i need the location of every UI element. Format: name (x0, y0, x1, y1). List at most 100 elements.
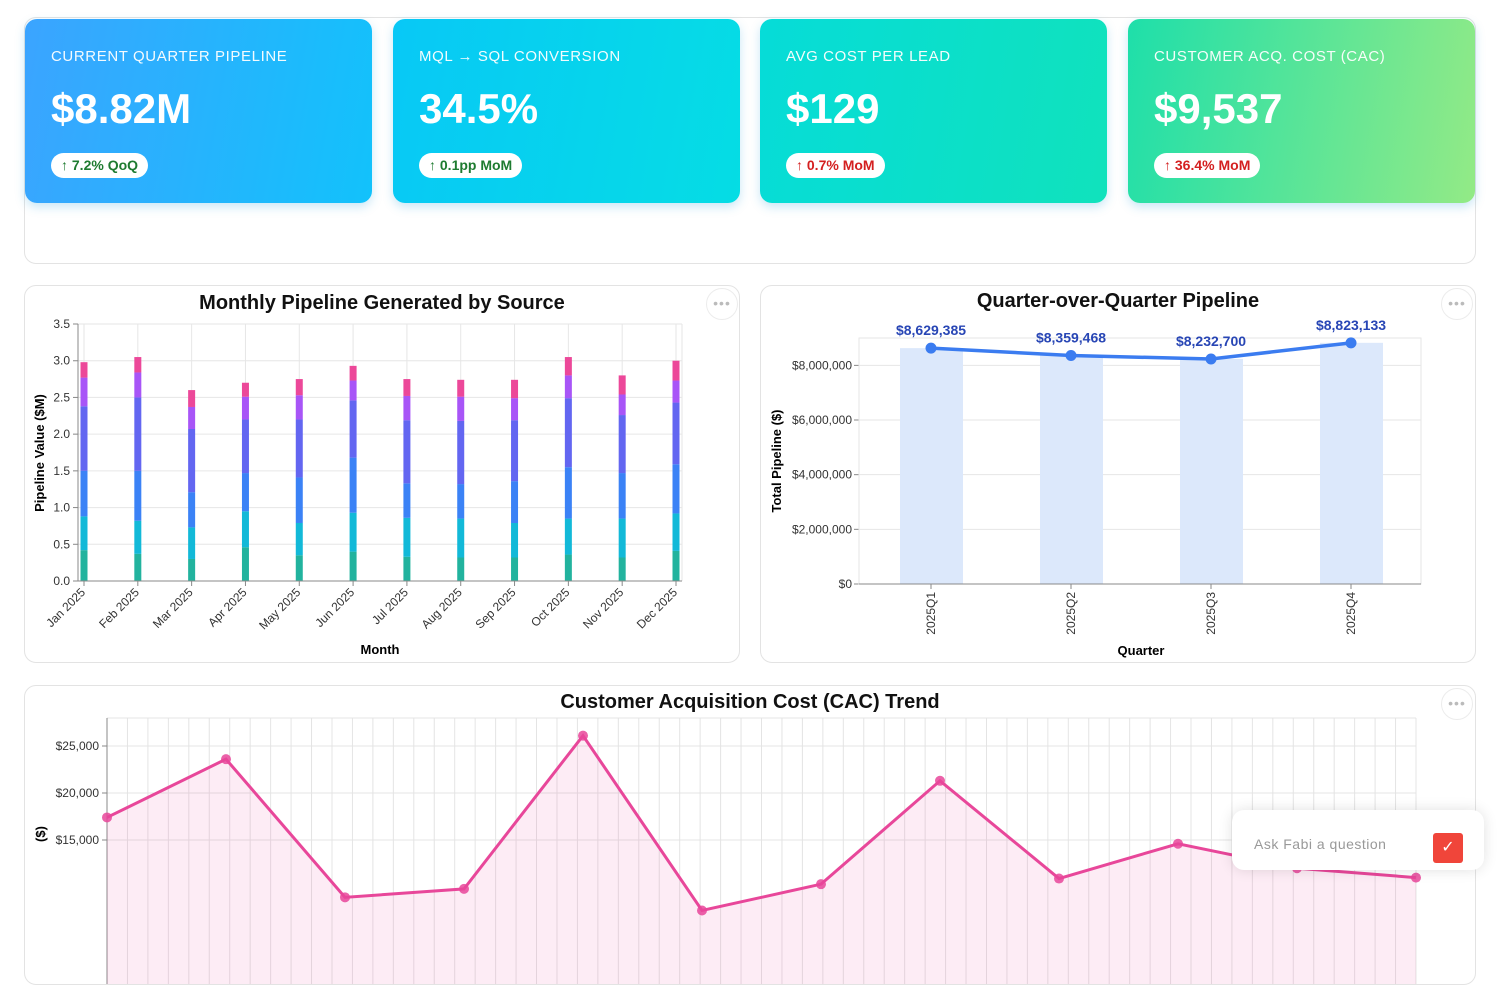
bar-segment (241, 473, 249, 512)
bar-segment (295, 522, 303, 556)
bar-segment (511, 522, 519, 558)
bar-segment (403, 395, 411, 421)
bar-segment (564, 357, 572, 376)
y-tick-label: 0.0 (53, 574, 70, 588)
bar-segment (188, 429, 196, 493)
kpi-section (24, 17, 1476, 264)
y-tick-label: 2.0 (53, 427, 70, 441)
bar-segment (349, 380, 357, 401)
y-axis-title: Total Pipeline ($) (769, 409, 784, 512)
bar-segment (618, 557, 626, 581)
x-tick-label: May 2025 (256, 585, 303, 632)
x-tick-label: Jun 2025 (312, 585, 357, 630)
bar-segment (564, 467, 572, 519)
kpi-card: CUSTOMER ACQ. COST (CAC) $9,537 ↑ 36.4% … (1128, 19, 1475, 203)
bar-segment (511, 398, 519, 421)
bar-segment (618, 375, 626, 395)
bar-segment (80, 470, 88, 517)
data-point (1205, 353, 1217, 365)
bar-segment (564, 518, 572, 555)
bar-segment (511, 379, 519, 399)
monthly-pipeline-chart: 0.0 0.5 1.0 1.5 2.0 2.5 3.0 3.5 Jan 2025 Feb 2025… (32, 317, 683, 657)
y-tick-label: 1.5 (53, 464, 70, 478)
bar-segment (672, 513, 680, 551)
data-point (1065, 350, 1077, 362)
x-tick-label: Jan 2025 (43, 585, 88, 630)
x-tick-label: 2025Q3 (1204, 592, 1218, 635)
x-tick-label: 2025Q2 (1064, 592, 1078, 635)
bar-segment (672, 550, 680, 581)
data-point (459, 883, 469, 894)
bar-segment (457, 484, 465, 519)
bar-segment (188, 390, 196, 407)
x-tick-label: Apr 2025 (205, 585, 250, 630)
more-menu-button[interactable]: ••• (706, 288, 738, 320)
x-tick-label: Feb 2025 (96, 585, 142, 631)
more-menu-button[interactable]: ••• (1441, 288, 1473, 320)
bar-segment (241, 382, 249, 397)
bar-segment (134, 372, 142, 398)
y-tick-label: $20,000 (56, 786, 100, 800)
bar-segment (349, 400, 357, 458)
bar (1040, 355, 1103, 584)
kpi-value: $9,537 (1154, 85, 1283, 132)
kpi-card: AVG COST PER LEAD $129 ↑ 0.7% MoM (760, 19, 1107, 203)
bar-segment (618, 473, 626, 519)
x-tick-label: Aug 2025 (419, 585, 465, 631)
chat-input[interactable]: Ask Fabi a question (1254, 836, 1387, 852)
bar-segment (403, 379, 411, 396)
x-tick-label: Dec 2025 (634, 585, 680, 631)
bar-segment (349, 457, 357, 513)
bar-segment (188, 527, 196, 559)
more-menu-button[interactable]: ••• (1441, 688, 1473, 720)
bar-segment (295, 477, 303, 523)
bar-segment (403, 420, 411, 484)
bar-segment (349, 551, 357, 581)
y-axis-title: Pipeline Value ($M) (32, 394, 47, 512)
send-icon[interactable]: ✓ (1433, 833, 1463, 863)
kpi-value: $8.82M (51, 85, 192, 132)
bar-segment (80, 516, 88, 551)
data-point (1411, 872, 1421, 883)
bar-segment (403, 483, 411, 518)
data-point (1054, 873, 1064, 884)
kpi-change-badge: ↑ 7.2% QoQ (51, 153, 149, 178)
data-label: $8,359,468 (1036, 330, 1106, 346)
bar-segment (672, 402, 680, 465)
y-tick-label: $25,000 (56, 739, 100, 753)
y-tick-label: 0.5 (53, 537, 70, 551)
bar-segment (134, 553, 142, 581)
qoq-pipeline-chart: $0 $2,000,000 $4,000,000 $6,000,000 $8,000,0… (769, 317, 1422, 658)
bar-segment (80, 406, 88, 471)
qoq-pipeline-panel: Quarter-over-Quarter Pipeline ••• $0 $2,0… (760, 285, 1476, 663)
bar-segment (672, 360, 680, 381)
data-point (340, 892, 350, 903)
chart-title: Quarter-over-Quarter Pipeline (976, 290, 1260, 312)
bar-segment (457, 396, 465, 421)
bar-segment (672, 464, 680, 514)
monthly-pipeline-panel: Monthly Pipeline Generated by Source •••… (24, 285, 740, 663)
data-point (1345, 337, 1357, 349)
bar-segment (457, 518, 465, 558)
bar (1180, 358, 1243, 584)
kpi-change-badge: ↑ 36.4% MoM (1154, 153, 1261, 178)
x-axis-title: Quarter (1118, 643, 1165, 658)
data-point (925, 342, 937, 354)
bar-segment (295, 555, 303, 581)
bar-segment (511, 420, 519, 482)
data-label: $8,232,700 (1176, 333, 1246, 349)
bar-segment (457, 420, 465, 485)
data-point (578, 730, 588, 741)
kpi-title: MQL → SQL CONVERSION (419, 48, 621, 65)
y-tick-label: 3.0 (53, 354, 70, 368)
line-series (930, 341, 1352, 361)
chart-title: Customer Acquisition Cost (CAC) Trend (560, 691, 940, 713)
y-tick-label: $6,000,000 (792, 413, 852, 427)
bar-segment (564, 375, 572, 399)
kpi-card: MQL → SQL CONVERSION 34.5% ↑ 0.1pp MoM (393, 19, 740, 203)
bar-segment (295, 419, 303, 478)
bar-segment (241, 419, 249, 474)
y-tick-label: $15,000 (56, 833, 100, 847)
y-tick-label: $4,000,000 (792, 468, 852, 482)
y-tick-label: $2,000,000 (792, 522, 852, 536)
